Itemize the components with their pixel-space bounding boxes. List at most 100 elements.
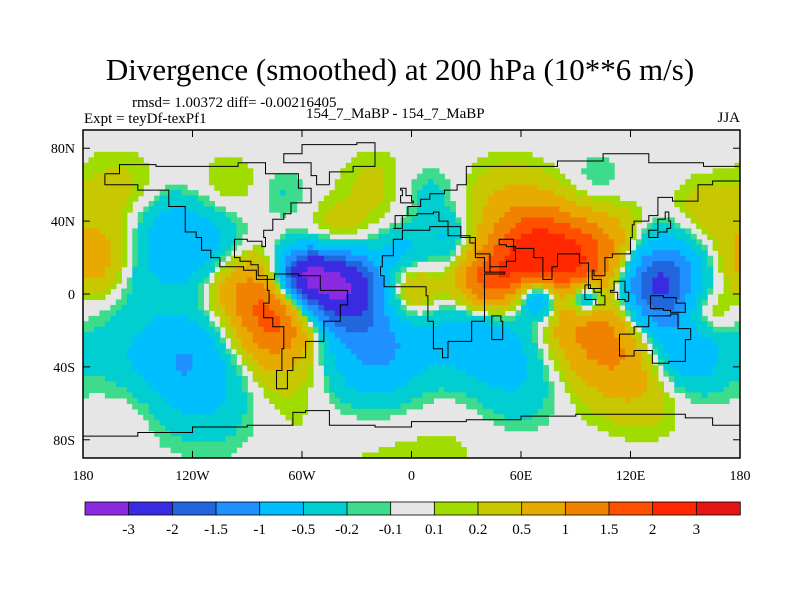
field-cell	[176, 266, 183, 273]
field-cell	[214, 343, 221, 350]
field-cell	[143, 294, 150, 301]
field-cell	[219, 343, 226, 350]
field-cell	[137, 304, 144, 311]
field-cell	[373, 212, 380, 219]
field-cell	[329, 277, 336, 284]
field-cell	[329, 239, 336, 246]
field-cell	[723, 337, 730, 344]
field-cell	[482, 359, 489, 366]
field-cell	[93, 283, 101, 290]
field-cell	[351, 250, 358, 257]
field-cell	[701, 315, 708, 322]
field-cell	[148, 201, 155, 208]
field-cell	[115, 315, 122, 322]
field-cell	[373, 179, 380, 186]
field-cell	[373, 239, 380, 246]
field-cell	[625, 436, 632, 443]
field-cell	[411, 397, 418, 404]
field-cell	[137, 239, 144, 246]
field-cell	[411, 184, 418, 191]
field-cell	[367, 337, 374, 344]
field-cell	[187, 414, 194, 421]
field-cell	[137, 244, 144, 251]
field-cell	[307, 359, 314, 366]
field-cell	[285, 206, 292, 213]
field-cell	[340, 179, 347, 186]
field-cell	[438, 233, 445, 240]
field-cell	[269, 299, 276, 306]
field-cell	[729, 370, 736, 377]
field-cell	[608, 321, 615, 328]
field-cell	[444, 359, 451, 366]
field-cell	[230, 441, 237, 448]
field-cell	[219, 430, 226, 437]
field-cell	[668, 228, 675, 235]
field-cell	[99, 195, 106, 202]
field-cell	[378, 162, 385, 169]
field-cell	[181, 354, 188, 361]
field-cell	[187, 386, 194, 393]
field-cell	[488, 299, 495, 306]
field-cell	[608, 261, 615, 268]
field-cell	[93, 381, 101, 388]
field-cell	[718, 332, 725, 339]
field-cell	[493, 168, 500, 175]
field-cell	[389, 452, 396, 458]
field-cell	[537, 222, 544, 229]
field-cell	[734, 173, 740, 180]
field-cell	[712, 244, 719, 251]
field-cell	[165, 354, 172, 361]
field-cell	[592, 326, 599, 333]
field-cell	[646, 425, 653, 432]
field-cell	[635, 332, 643, 339]
field-cell	[449, 315, 456, 322]
field-cell	[718, 222, 725, 229]
field-cell	[203, 337, 210, 344]
field-cell	[597, 201, 604, 208]
field-cell	[367, 190, 374, 197]
field-cell	[586, 326, 593, 333]
field-cell	[592, 217, 599, 224]
field-cell	[176, 222, 183, 229]
field-cell	[537, 157, 544, 164]
field-cell	[422, 452, 429, 458]
field-cell	[285, 288, 292, 295]
field-cell	[586, 244, 593, 251]
field-cell	[148, 217, 155, 224]
field-cell	[729, 272, 736, 279]
field-cell	[586, 419, 593, 426]
field-cell	[433, 381, 440, 388]
field-cell	[723, 228, 730, 235]
field-cell	[214, 337, 221, 344]
field-cell	[93, 217, 101, 224]
field-cell	[263, 272, 270, 279]
field-cell	[225, 365, 232, 372]
field-cell	[225, 283, 232, 290]
field-cell	[416, 184, 424, 191]
field-cell	[515, 151, 522, 158]
field-cell	[115, 386, 122, 393]
field-cell	[559, 294, 566, 301]
field-cell	[515, 190, 522, 197]
field-cell	[104, 315, 111, 322]
field-cell	[181, 436, 188, 443]
field-cell	[406, 392, 413, 399]
field-cell	[132, 244, 139, 251]
field-cell	[197, 354, 205, 361]
field-cell	[110, 157, 117, 164]
field-cell	[477, 315, 484, 322]
field-cell	[165, 206, 172, 213]
field-cell	[345, 370, 352, 377]
field-cell	[351, 315, 358, 322]
field-cell	[701, 195, 708, 202]
field-cell	[236, 376, 243, 383]
field-cell	[252, 272, 259, 279]
field-cell	[734, 332, 740, 339]
field-cell	[83, 222, 90, 229]
field-cell	[356, 283, 363, 290]
field-cell	[701, 272, 708, 279]
field-cell	[219, 206, 226, 213]
field-cell	[203, 233, 210, 240]
field-cell	[345, 310, 352, 317]
field-cell	[630, 250, 637, 257]
